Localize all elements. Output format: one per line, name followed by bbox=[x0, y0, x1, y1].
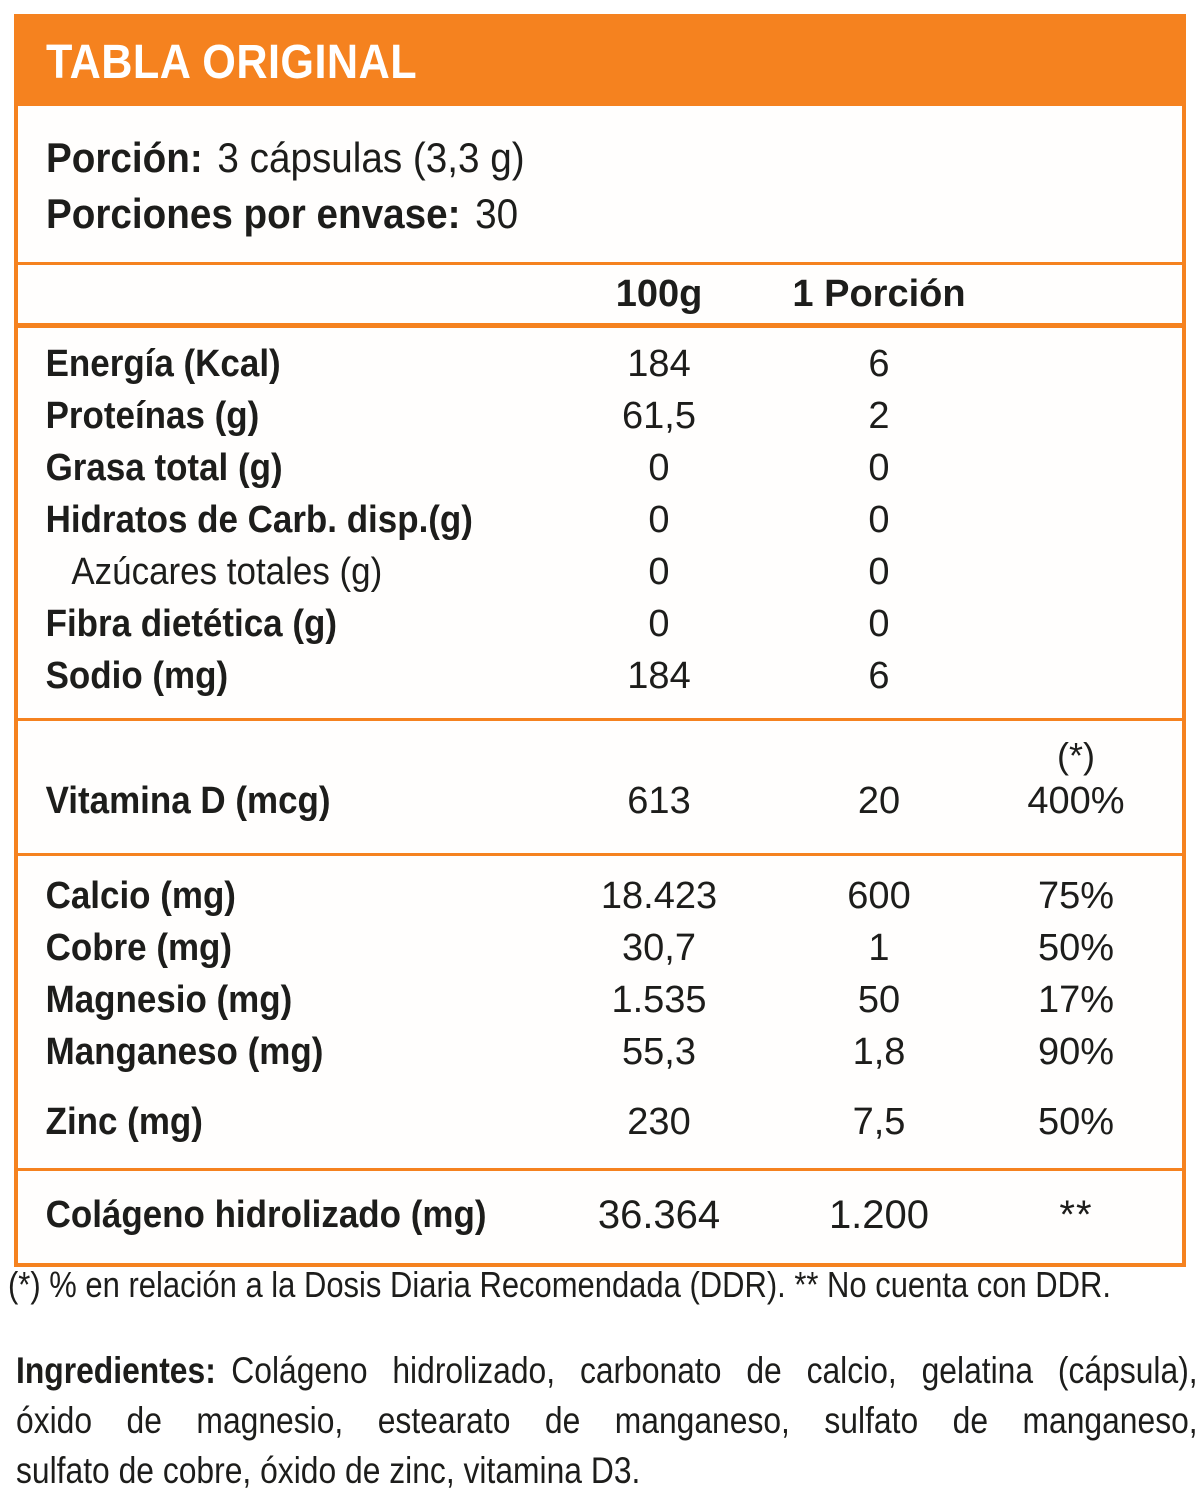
vitamins-section: (*) Vitamina D (mcg) 613 20 400% bbox=[18, 721, 1182, 853]
porcion-value: 3 cápsulas (3,3 g) bbox=[217, 134, 525, 181]
nutrient-label: Magnesio (mg) bbox=[45, 978, 293, 1021]
porcion-line: Porción: 3 cápsulas (3,3 g) bbox=[46, 132, 1065, 184]
value-100g: 18.423 bbox=[600, 874, 718, 917]
collagen-section: Colágeno hidrolizado (mg) 36.364 1.200 *… bbox=[18, 1171, 1182, 1263]
value-100g: 184 bbox=[627, 342, 691, 385]
table-row: Cobre (mg) 30,7 1 50% bbox=[18, 922, 1182, 974]
value-porcion: 2 bbox=[868, 394, 890, 437]
table-row: Proteínas (g) 61,5 2 bbox=[18, 390, 1182, 442]
ddr-marker-row: (*) bbox=[18, 735, 1182, 776]
nutrient-label: Fibra dietética (g) bbox=[45, 602, 337, 645]
column-header-row: 100g 1 Porción bbox=[18, 265, 1182, 323]
divider bbox=[18, 262, 1182, 265]
table-row: Fibra dietética (g) 0 0 bbox=[18, 598, 1182, 650]
value-100g: 0 bbox=[648, 498, 670, 541]
macronutrients-section: Energía (Kcal) 184 6 Proteínas (g) 61,5 … bbox=[18, 328, 1182, 718]
value-100g: 36.364 bbox=[597, 1192, 721, 1237]
serving-info: Porción: 3 cápsulas (3,3 g) Porciones por… bbox=[18, 106, 1182, 262]
envase-label: Porciones por envase: bbox=[46, 190, 461, 237]
value-100g: 1.535 bbox=[611, 978, 707, 1021]
value-100g: 230 bbox=[627, 1100, 691, 1143]
value-porcion: 6 bbox=[868, 342, 890, 385]
value-porcion: 6 bbox=[868, 654, 890, 697]
nutrient-label: Proteínas (g) bbox=[45, 394, 260, 437]
column-header-porcion: 1 Porción bbox=[792, 272, 966, 315]
value-100g: 184 bbox=[627, 654, 691, 697]
ingredients-line: sulfato de cobre, óxido de zinc, vitamin… bbox=[16, 1450, 641, 1491]
value-100g: 613 bbox=[627, 779, 691, 822]
table-row-sub: Azúcares totales (g) 0 0 bbox=[18, 546, 1182, 598]
table-row: Calcio (mg) 18.423 600 75% bbox=[18, 870, 1182, 922]
divider bbox=[18, 853, 1182, 856]
nutrient-label: Azúcares totales (g) bbox=[71, 550, 383, 593]
value-ddr: 17% bbox=[1037, 978, 1115, 1021]
value-ddr-no-ddr-marker: ** bbox=[1059, 1192, 1093, 1237]
table-row: Energía (Kcal) 184 6 bbox=[18, 338, 1182, 390]
table-row: Hidratos de Carb. disp.(g) 0 0 bbox=[18, 494, 1182, 546]
value-100g: 0 bbox=[648, 602, 670, 645]
value-porcion: 0 bbox=[868, 446, 890, 489]
envase-line: Porciones por envase: 30 bbox=[46, 188, 1065, 240]
nutrient-label: Cobre (mg) bbox=[45, 926, 233, 969]
nutrient-label: Sodio (mg) bbox=[45, 654, 229, 697]
value-100g: 61,5 bbox=[622, 394, 696, 437]
ddr-footnote: (*) % en relación a la Dosis Diaria Reco… bbox=[8, 1264, 1111, 1305]
value-porcion: 20 bbox=[857, 779, 901, 822]
nutrient-label: Calcio (mg) bbox=[45, 874, 236, 917]
value-100g: 55,3 bbox=[622, 1030, 696, 1073]
ingredients-line: óxido de magnesio, estearato de manganes… bbox=[16, 1400, 1198, 1441]
value-100g: 30,7 bbox=[622, 926, 696, 969]
table-row: Grasa total (g) 0 0 bbox=[18, 442, 1182, 494]
value-ddr: 400% bbox=[1027, 779, 1125, 822]
nutrient-label: Energía (Kcal) bbox=[45, 342, 281, 385]
nutrition-table: TABLA ORIGINAL Porción: 3 cápsulas (3,3 g… bbox=[14, 14, 1186, 1267]
value-100g: 0 bbox=[648, 446, 670, 489]
ddr-marker: (*) bbox=[1057, 735, 1095, 776]
divider bbox=[18, 718, 1182, 721]
table-row: Vitamina D (mcg) 613 20 400% bbox=[18, 775, 1182, 827]
ingredients-line: Ingredientes: Colágeno hidrolizado, carbo… bbox=[16, 1346, 1198, 1396]
value-ddr: 90% bbox=[1037, 1030, 1115, 1073]
column-header-100g: 100g bbox=[615, 272, 703, 315]
table-row: Zinc (mg) 230 7,5 50% bbox=[18, 1096, 1182, 1148]
nutrient-label: Hidratos de Carb. disp.(g) bbox=[45, 498, 473, 541]
nutrient-label: Vitamina D (mcg) bbox=[45, 779, 331, 822]
nutrient-label: Zinc (mg) bbox=[45, 1100, 203, 1143]
value-porcion: 50 bbox=[857, 978, 901, 1021]
envase-value: 30 bbox=[475, 190, 519, 237]
value-100g: 0 bbox=[648, 550, 670, 593]
value-porcion: 0 bbox=[868, 498, 890, 541]
nutrient-label: Grasa total (g) bbox=[45, 446, 283, 489]
value-ddr: 50% bbox=[1037, 1100, 1115, 1143]
divider bbox=[18, 323, 1182, 328]
ingredients: Ingredientes: Colágeno hidrolizado, carbo… bbox=[16, 1346, 1198, 1496]
value-porcion: 1,8 bbox=[852, 1030, 906, 1073]
value-porcion: 1 bbox=[868, 926, 890, 969]
ingredients-text: Colágeno hidrolizado, carbonato de calci… bbox=[231, 1350, 1198, 1391]
table-row: Colágeno hidrolizado (mg) 36.364 1.200 *… bbox=[18, 1189, 1182, 1241]
value-ddr: 50% bbox=[1037, 926, 1115, 969]
divider bbox=[18, 1168, 1182, 1171]
table-row: Sodio (mg) 184 6 bbox=[18, 650, 1182, 702]
nutrient-label: Manganeso (mg) bbox=[45, 1030, 324, 1073]
value-porcion: 0 bbox=[868, 602, 890, 645]
value-porcion: 600 bbox=[847, 874, 911, 917]
nutrient-label: Colágeno hidrolizado (mg) bbox=[45, 1193, 487, 1236]
table-title-bar: TABLA ORIGINAL bbox=[18, 18, 1182, 106]
value-ddr: 75% bbox=[1037, 874, 1115, 917]
porcion-label: Porción: bbox=[46, 134, 203, 181]
minerals-section: Calcio (mg) 18.423 600 75% Cobre (mg) 30… bbox=[18, 856, 1182, 1168]
value-porcion: 7,5 bbox=[852, 1100, 906, 1143]
table-title: TABLA ORIGINAL bbox=[46, 35, 418, 89]
ingredients-label: Ingredientes: bbox=[16, 1350, 216, 1391]
table-row: Manganeso (mg) 55,3 1,8 90% bbox=[18, 1026, 1182, 1078]
table-row: Magnesio (mg) 1.535 50 17% bbox=[18, 974, 1182, 1026]
value-porcion: 0 bbox=[868, 550, 890, 593]
value-porcion: 1.200 bbox=[828, 1192, 930, 1237]
